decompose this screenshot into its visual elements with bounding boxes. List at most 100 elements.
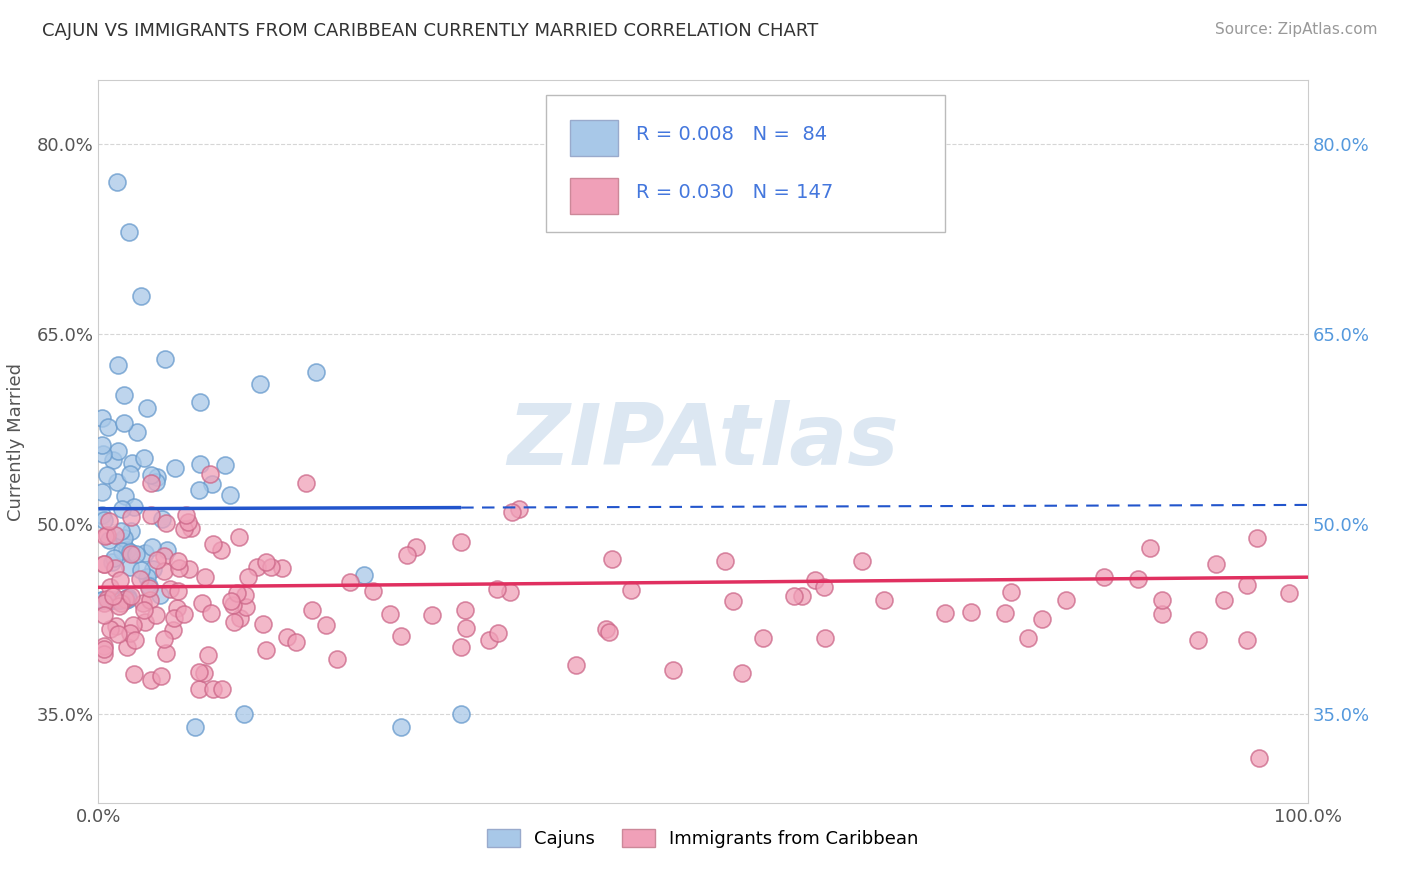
Point: [153, 352, 176, 367]
Point: [294, 476, 316, 491]
Point: [1139, 541, 1161, 556]
Point: [813, 580, 835, 594]
Point: [188, 395, 211, 409]
Point: [124, 500, 146, 514]
Point: [211, 681, 233, 696]
Point: [139, 593, 162, 607]
Point: [209, 542, 232, 557]
Point: [1187, 632, 1209, 647]
Point: [108, 599, 131, 614]
Point: [118, 467, 141, 482]
Point: [98, 533, 121, 547]
Point: [152, 549, 174, 564]
Point: [934, 606, 956, 620]
Point: [173, 607, 195, 621]
Point: [453, 603, 475, 617]
Point: [118, 544, 141, 558]
Point: [118, 560, 141, 574]
Point: [389, 720, 412, 734]
Point: [93, 557, 115, 571]
Point: [134, 546, 156, 560]
Point: [93, 641, 115, 656]
Point: [1150, 607, 1173, 622]
Point: [254, 643, 277, 657]
Y-axis label: Currently Married: Currently Married: [7, 362, 25, 521]
Legend: Cajuns, Immigrants from Caribbean: Cajuns, Immigrants from Caribbean: [481, 822, 925, 855]
Point: [814, 631, 837, 645]
Point: [108, 573, 131, 587]
Point: [1054, 593, 1077, 607]
Point: [93, 647, 115, 661]
Point: [180, 521, 202, 535]
Point: [994, 606, 1017, 620]
Point: [276, 630, 298, 644]
Point: [194, 569, 217, 583]
Point: [184, 720, 207, 734]
Point: [202, 681, 225, 696]
Text: Source: ZipAtlas.com: Source: ZipAtlas.com: [1215, 22, 1378, 37]
Point: [120, 524, 142, 538]
Point: [110, 524, 132, 539]
Point: [124, 667, 146, 681]
Point: [105, 475, 128, 490]
Point: [790, 589, 813, 603]
Point: [339, 574, 361, 589]
Point: [450, 640, 472, 654]
Point: [146, 469, 169, 483]
Point: [508, 502, 530, 516]
Point: [115, 543, 138, 558]
Point: [1128, 572, 1150, 586]
Point: [105, 175, 128, 189]
Point: [118, 226, 141, 240]
Point: [252, 617, 274, 632]
Point: [127, 425, 149, 439]
Point: [93, 513, 115, 527]
Point: [98, 514, 121, 528]
Point: [202, 537, 225, 551]
Point: [91, 411, 114, 425]
Point: [389, 629, 412, 643]
Point: [91, 593, 114, 607]
Point: [229, 611, 252, 625]
Point: [197, 648, 219, 662]
Point: [232, 707, 254, 722]
Point: [166, 601, 188, 615]
Point: [110, 593, 132, 607]
Point: [96, 527, 118, 541]
Point: [219, 594, 242, 608]
Point: [200, 606, 222, 620]
Point: [155, 646, 177, 660]
Point: [91, 593, 114, 607]
Point: [1236, 632, 1258, 647]
Point: [1246, 531, 1268, 545]
Point: [91, 485, 114, 500]
Point: [564, 657, 586, 672]
Point: [752, 631, 775, 645]
Point: [124, 632, 146, 647]
Point: [91, 438, 114, 452]
Point: [221, 599, 243, 613]
Point: [97, 419, 120, 434]
Point: [721, 594, 744, 608]
Point: [174, 508, 197, 523]
Point: [121, 456, 143, 470]
Point: [191, 596, 214, 610]
Point: [486, 625, 509, 640]
Point: [111, 543, 134, 558]
Point: [235, 599, 257, 614]
Point: [456, 621, 478, 635]
Point: [152, 512, 174, 526]
Point: [224, 615, 246, 629]
Point: [129, 572, 152, 586]
Point: [873, 593, 896, 607]
Point: [226, 586, 249, 600]
Point: [93, 608, 115, 623]
Point: [731, 666, 754, 681]
Point: [155, 516, 177, 530]
Point: [145, 607, 167, 622]
Point: [150, 669, 173, 683]
Point: [166, 584, 188, 599]
Point: [145, 475, 167, 490]
Point: [120, 547, 142, 561]
Point: [104, 528, 127, 542]
